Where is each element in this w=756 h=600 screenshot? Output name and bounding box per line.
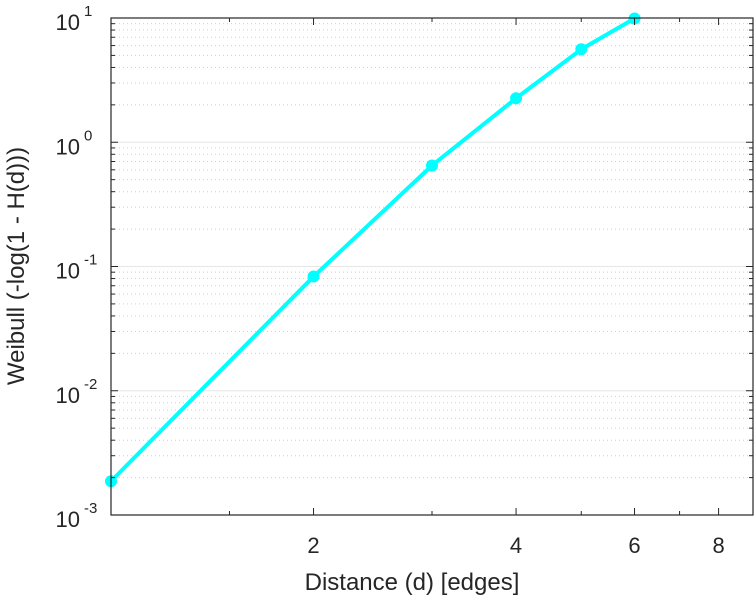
x-tick-label: 2 [307, 533, 319, 558]
x-tick-label: 6 [628, 533, 640, 558]
y-tick-exponent: -2 [84, 376, 97, 393]
y-tick-label: 10 [56, 10, 80, 35]
y-tick-label: 10 [56, 507, 80, 532]
data-point [426, 159, 438, 172]
grid [111, 23, 753, 479]
x-tick-labels: 2 4 6 8 [307, 533, 724, 558]
y-tick-exponent: -1 [84, 252, 97, 269]
series-line [109, 16, 636, 483]
y-tick-label: 10 [56, 134, 80, 159]
y-axis-label: Weibull (-log(1 - H(d))) [3, 147, 30, 385]
y-tick-label: 10 [56, 259, 80, 284]
data-point [575, 43, 588, 56]
x-tick-label: 8 [712, 533, 724, 558]
series-weibull [105, 12, 641, 488]
y-tick-exponent: 0 [84, 127, 92, 144]
ticks [111, 17, 754, 516]
y-tick-label: 10 [56, 383, 80, 408]
data-point [307, 270, 320, 283]
x-axis-label: Distance (d) [edges] [305, 569, 520, 596]
y-tick-exponent: 1 [84, 3, 92, 20]
y-tick-exponent: -3 [84, 500, 97, 517]
x-tick-label: 4 [510, 533, 522, 558]
data-point [510, 92, 523, 105]
